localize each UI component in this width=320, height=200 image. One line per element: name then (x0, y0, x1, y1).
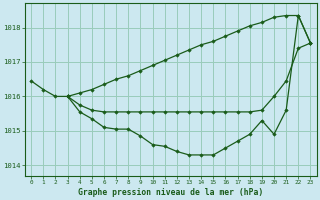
X-axis label: Graphe pression niveau de la mer (hPa): Graphe pression niveau de la mer (hPa) (78, 188, 263, 197)
